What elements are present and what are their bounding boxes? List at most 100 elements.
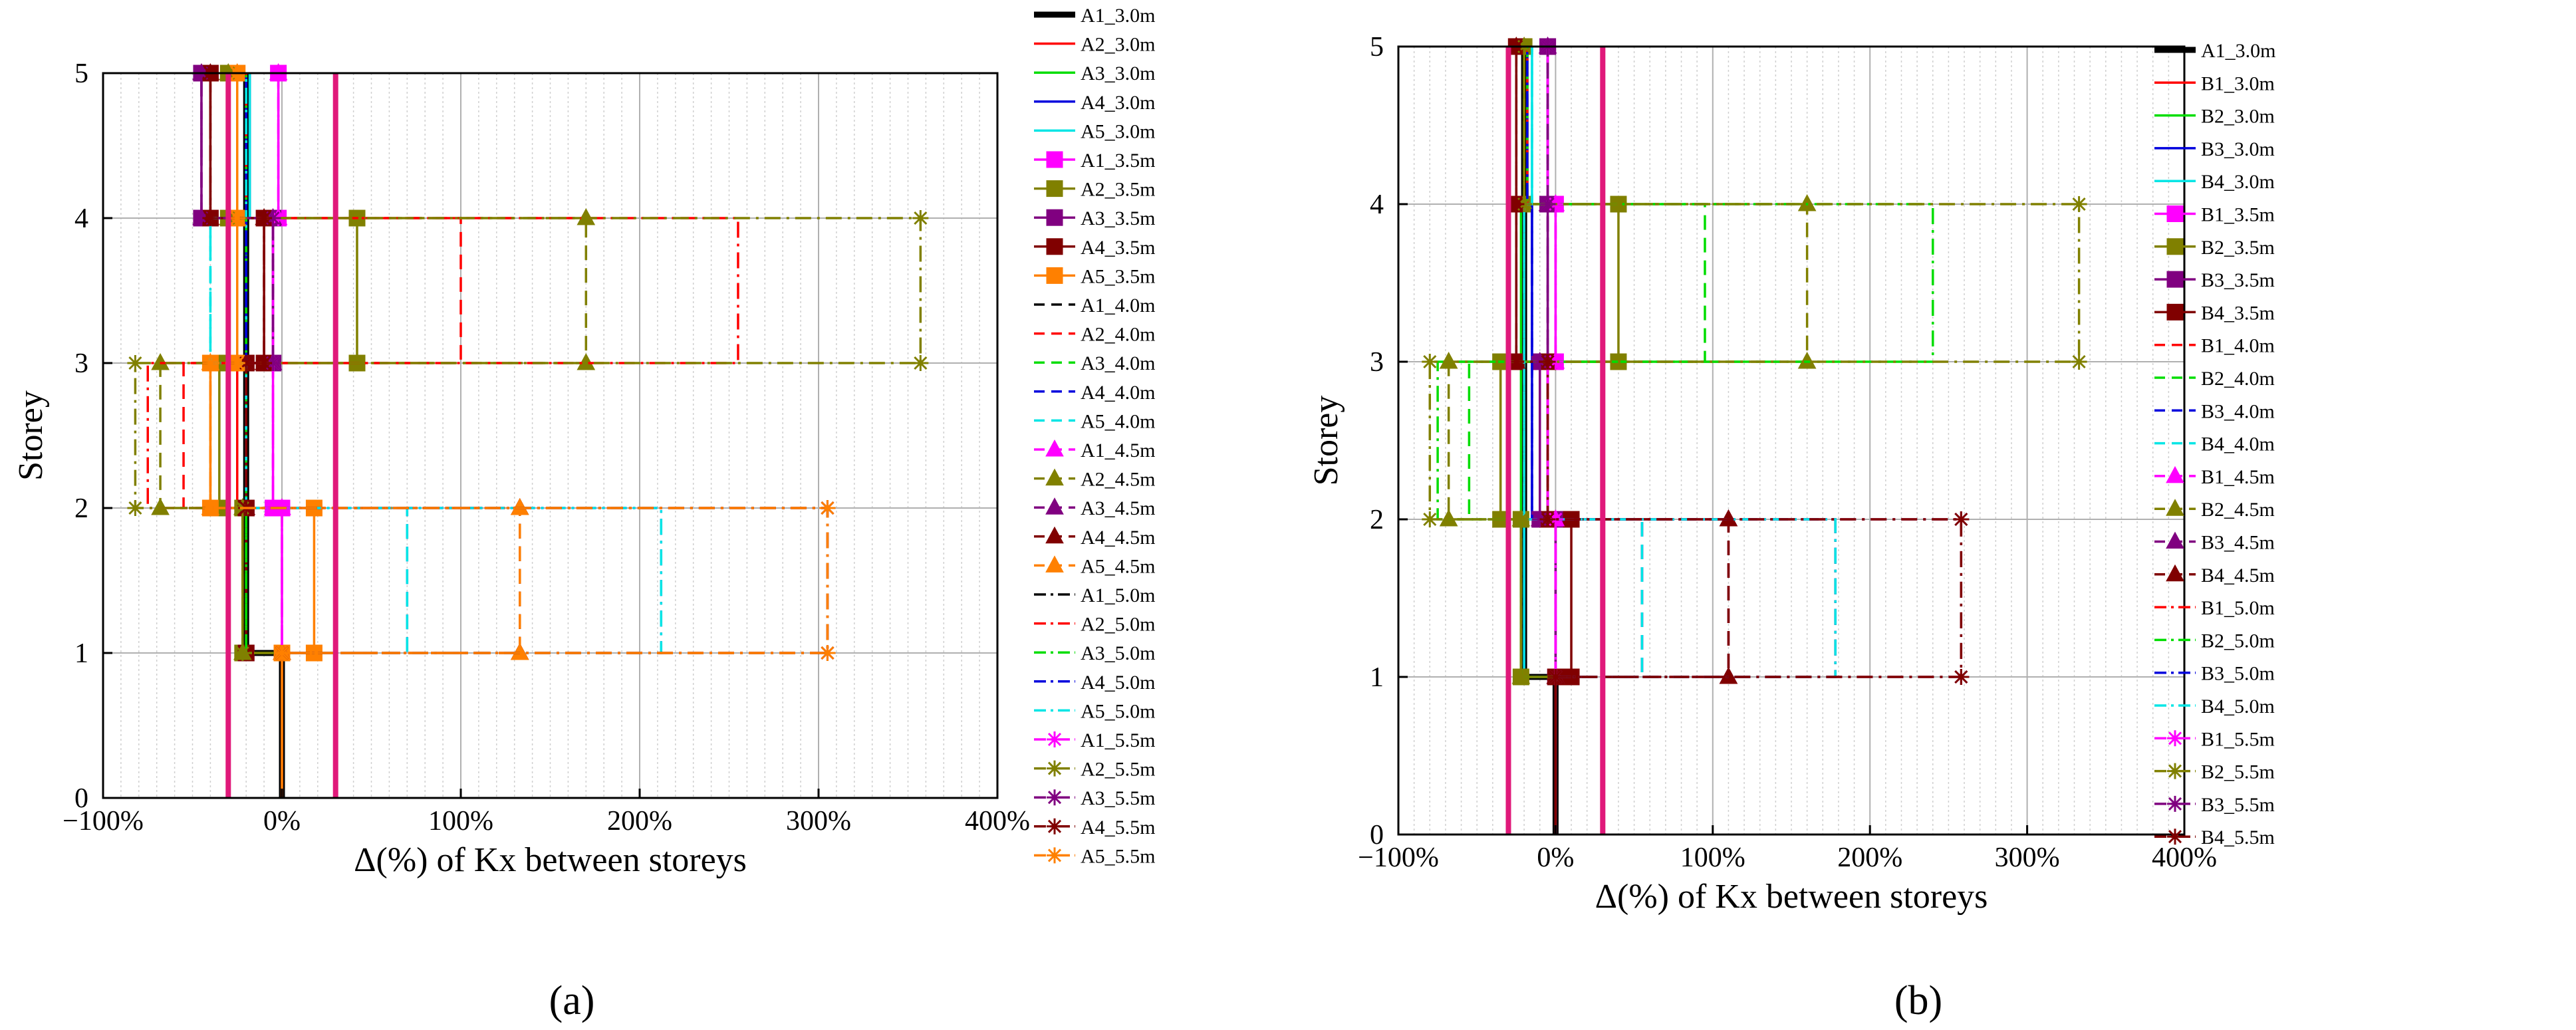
data-point-B2_5.5m: [1513, 511, 1529, 527]
data-point-A5_5.5m: [229, 210, 245, 226]
x-tick-label: 200%: [1837, 842, 1902, 873]
data-point-A3_5.5m: [193, 210, 209, 226]
y-tick-label: 3: [1370, 347, 1384, 378]
legend-entry: A2_3.5m: [1081, 179, 1156, 201]
data-point-A2_5.5m: [912, 210, 929, 226]
legend-marker: [1045, 497, 1064, 515]
data-point-A2_5.5m: [912, 355, 929, 371]
y-tick-label: 4: [1370, 190, 1384, 220]
legend-entry: A1_3.0m: [2201, 40, 2276, 62]
data-point-A4_5.5m: [202, 210, 219, 226]
legend-marker: [2166, 531, 2184, 549]
data-point-B2_4.5m: [1439, 351, 1458, 369]
legend-entry: A3_3.5m: [1081, 207, 1156, 229]
series-line-B2_5.5m: [1428, 47, 2081, 835]
legend-entry: A4_3.0m: [1081, 92, 1156, 114]
legend-entry: B2_4.0m: [2201, 368, 2275, 390]
y-tick-label: 4: [74, 203, 88, 234]
legend-marker: [1045, 468, 1064, 486]
legend: A1_3.0m A2_3.0m A3_3.0m A4_3.0m A5_3.0m A1_3.…: [1034, 5, 1156, 867]
legend-marker: [1045, 439, 1064, 457]
x-tick-label: 400%: [2152, 842, 2217, 873]
data-point-B2_5.5m: [1513, 669, 1529, 685]
data-point-B2_4.5m: [1439, 509, 1458, 527]
legend-entry: A4_5.0m: [1081, 672, 1156, 694]
legend-marker: [1046, 209, 1063, 226]
legend-entry: B3_3.5m: [2201, 269, 2275, 291]
data-point-B4_5.5m: [1508, 354, 1525, 370]
y-tick-label: 1: [1370, 662, 1384, 693]
legend-marker: [1046, 238, 1063, 255]
series-line-B2_4.5m: [1447, 47, 1809, 835]
data-point-B3_5.5m: [1539, 196, 1556, 212]
data-point-A2_4.5m: [151, 497, 170, 515]
data-point-B4_5.5m: [1953, 669, 1970, 685]
legend-entry: B3_4.5m: [2201, 532, 2275, 554]
y-tick-label: 2: [1370, 505, 1384, 535]
plot-frame: [102, 72, 999, 799]
legend-entry: B1_5.0m: [2201, 597, 2275, 619]
legend-entry: A5_5.5m: [1081, 845, 1156, 867]
data-point-A5_5.5m: [819, 500, 836, 516]
legend-entry: B4_4.5m: [2201, 565, 2275, 586]
legend-entry: B2_4.5m: [2201, 499, 2275, 521]
data-point-B2_5.5m: [2071, 354, 2087, 370]
legend-marker: [2166, 465, 2184, 483]
x-tick-label: 100%: [1680, 842, 1745, 873]
data-point-A4_5.5m: [238, 355, 255, 371]
data-point-A5_5.5m: [202, 355, 219, 371]
legend-marker: [1047, 789, 1063, 806]
data-point-A5_5.5m: [819, 645, 836, 661]
legend-marker: [2166, 499, 2184, 516]
legend-marker: [2166, 271, 2184, 288]
legend-entry: A4_4.5m: [1081, 527, 1156, 549]
data-point-B4_5.5m: [1508, 196, 1525, 212]
data-point-A3_5.5m: [265, 355, 281, 371]
x-tick-label: −100%: [1358, 842, 1439, 873]
legend-entry: B3_3.0m: [2201, 138, 2275, 160]
x-tick-label: −100%: [63, 806, 144, 837]
legend-marker: [1047, 731, 1063, 747]
x-tick-label: 100%: [428, 806, 493, 837]
series-line-A2_5.5m: [134, 73, 922, 798]
legend-entry: B2_3.5m: [2201, 237, 2275, 259]
data-point-B4_5.5m: [1547, 669, 1564, 685]
legend-entry: A1_5.0m: [1081, 584, 1156, 606]
data-point-A5_4.5m: [510, 642, 529, 660]
legend-entry: A1_4.5m: [1081, 440, 1156, 461]
legend-marker: [2166, 303, 2184, 321]
legend-entry: B4_4.0m: [2201, 434, 2275, 455]
legend-marker: [1047, 818, 1063, 835]
legend-entry: A2_5.0m: [1081, 614, 1156, 636]
data-point-B4_4.5m: [1719, 509, 1738, 527]
data-point-A5_5.5m: [202, 500, 219, 516]
legend-entry: A3_5.5m: [1081, 787, 1156, 809]
data-point-A2_5.5m: [234, 645, 251, 661]
y-axis-label: Storey: [1307, 396, 1345, 486]
legend-entry: A1_3.0m: [1081, 5, 1156, 27]
data-point-A5_4.5m: [510, 497, 529, 515]
legend-marker: [1045, 555, 1064, 573]
data-point-A3_5.5m: [265, 210, 281, 226]
legend-marker: [1046, 151, 1063, 168]
legend-entry: A2_4.0m: [1081, 324, 1156, 346]
y-tick-label: 5: [74, 59, 88, 89]
data-point-A2_5.5m: [127, 355, 144, 371]
x-tick-label: 300%: [786, 806, 851, 837]
y-tick-label: 0: [1370, 820, 1384, 850]
legend-entry: A5_4.0m: [1081, 410, 1156, 432]
x-tick-label: 400%: [965, 806, 1030, 837]
panel-label: (b): [1894, 978, 1942, 1023]
legend-entry: A5_4.5m: [1081, 555, 1156, 577]
legend-marker: [1046, 267, 1063, 284]
legend: A1_3.0m B1_3.0m B2_3.0m B3_3.0m B4_3.0m B1_3.…: [2154, 40, 2276, 848]
y-axis-label: Storey: [12, 390, 50, 481]
legend-entry: A3_5.0m: [1081, 642, 1156, 664]
legend-entry: A1_4.0m: [1081, 295, 1156, 317]
y-tick-label: 3: [74, 348, 88, 379]
legend-marker: [2167, 829, 2183, 845]
data-point-A2_5.5m: [127, 500, 144, 516]
data-point-B2_4.5m: [1797, 193, 1817, 211]
legend-marker: [1047, 760, 1063, 777]
